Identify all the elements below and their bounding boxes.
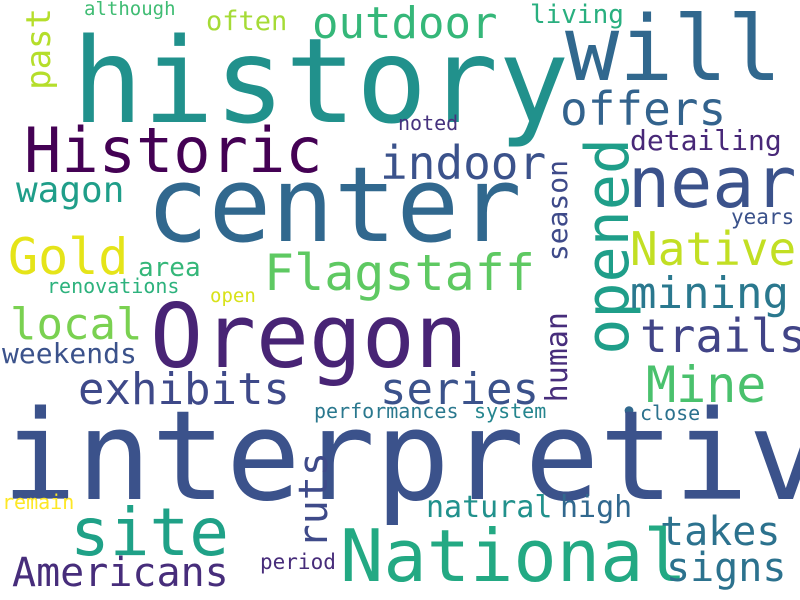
word-remain: remain (2, 490, 75, 514)
word-often: often (206, 6, 288, 37)
word-performances: performances (314, 399, 459, 423)
word-offers: offers (560, 82, 727, 136)
word-wagon: wagon (16, 170, 125, 211)
word-trails: trails (640, 309, 800, 363)
word-season: season (541, 160, 574, 262)
word-mining: mining (630, 268, 789, 319)
word-americans: Americans (12, 550, 229, 596)
word-ruts: ruts (291, 452, 337, 549)
word-high: high (560, 490, 633, 525)
word-years: years (731, 205, 795, 229)
word-indoor: indoor (380, 136, 547, 190)
word-period: period (260, 550, 336, 574)
word-center: center (146, 144, 522, 266)
word-living: living (530, 0, 624, 30)
word-series: series (380, 364, 539, 415)
word-past: past (19, 8, 59, 90)
word-renovations: renovations (47, 274, 180, 298)
word-detailing: detailing (630, 124, 782, 157)
word-will: will (565, 0, 782, 102)
word-interpretive: interpretive (2, 385, 800, 529)
word-dot: • (620, 395, 639, 430)
word-open: open (210, 285, 256, 307)
word-opened: opened (573, 138, 643, 355)
word-historic: Historic (24, 114, 323, 187)
word-takes: takes (660, 509, 781, 555)
word-outdoor: outdoor (312, 0, 498, 49)
word-area: area (138, 253, 201, 283)
word-history: history (72, 12, 570, 150)
word-natural: natural (426, 490, 553, 525)
word-flagstaff: Flagstaff (264, 244, 535, 302)
word-although: although (84, 0, 176, 20)
word-signs: signs (666, 545, 787, 591)
word-local: local (10, 299, 143, 350)
word-noted: noted (398, 111, 459, 135)
word-oregon: Oregon (150, 285, 468, 388)
word-near: near (628, 142, 797, 224)
word-national: National (340, 514, 687, 598)
word-system: system (474, 399, 547, 423)
word-mine: Mine (646, 356, 767, 414)
word-weekends: weekends (2, 337, 137, 370)
word-site: site (70, 494, 229, 571)
word-gold: Gold (8, 228, 129, 286)
word-exhibits: exhibits (78, 364, 290, 415)
word-native: Native (630, 222, 797, 276)
word-close: close (640, 401, 701, 425)
